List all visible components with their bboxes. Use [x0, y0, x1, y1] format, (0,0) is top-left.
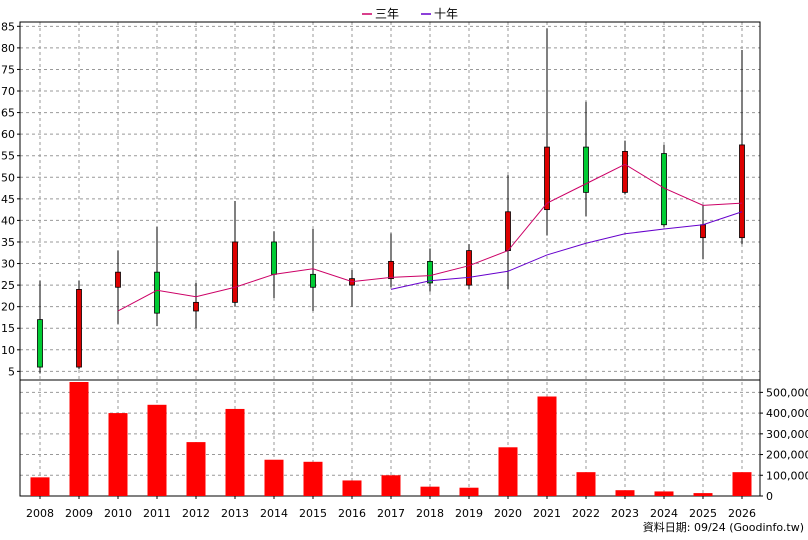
volume-bar	[498, 447, 518, 496]
volume-bar	[654, 491, 674, 496]
x-tick-label: 2020	[494, 507, 522, 520]
candle-body	[466, 250, 472, 286]
volume-bar	[576, 472, 596, 496]
year-axis: 2008 2009 2010 2011 2012 2013 2014 2015 2016 2017…	[26, 496, 756, 520]
y-tick-label: 85	[1, 20, 15, 33]
legend-label: 三年	[375, 7, 399, 21]
candle-body	[310, 273, 316, 288]
volume-bar	[69, 382, 89, 496]
candle-body	[388, 260, 394, 280]
series-line	[117, 163, 743, 312]
volume-axis: 0 100,000 200,000 300,000 400,000 500,000	[760, 386, 808, 503]
volume-bar	[693, 493, 713, 496]
y-tick-label: 55	[1, 150, 15, 163]
legend: 三年 十年	[362, 7, 458, 21]
candle-body	[193, 301, 199, 312]
x-tick-label: 2021	[533, 507, 561, 520]
x-tick-label: 2026	[728, 507, 756, 520]
volume-tick-label: 400,000	[766, 407, 808, 420]
candle-body	[505, 211, 511, 252]
y-tick-label: 75	[1, 63, 15, 76]
y-tick-label: 60	[1, 128, 15, 141]
x-tick-label: 2008	[26, 507, 54, 520]
volume-bar	[459, 487, 479, 496]
x-tick-label: 2013	[221, 507, 249, 520]
x-tick-label: 2009	[65, 507, 93, 520]
candle-body	[37, 319, 43, 368]
volume-bar	[615, 490, 635, 496]
x-tick-label: 2016	[338, 507, 366, 520]
x-tick-label: 2018	[416, 507, 444, 520]
y-tick-label: 70	[1, 85, 15, 98]
y-tick-label: 5	[8, 365, 15, 378]
x-tick-label: 2015	[299, 507, 327, 520]
volume-bar	[186, 442, 206, 496]
x-tick-label: 2017	[377, 507, 405, 520]
volume-bar	[30, 477, 50, 496]
y-tick-label: 45	[1, 193, 15, 206]
x-tick-label: 2019	[455, 507, 483, 520]
candle-body	[583, 146, 589, 193]
y-tick-label: 15	[1, 322, 15, 335]
price-grid	[20, 22, 760, 496]
x-tick-label: 2010	[104, 507, 132, 520]
x-tick-label: 2022	[572, 507, 600, 520]
volume-bar	[342, 480, 362, 496]
volume-bar	[225, 408, 245, 496]
x-tick-label: 2025	[689, 507, 717, 520]
x-tick-label: 2023	[611, 507, 639, 520]
volume-bar	[108, 413, 128, 496]
candle-body	[115, 271, 121, 288]
candle-body	[544, 146, 550, 211]
candles	[37, 28, 745, 374]
y-tick-label: 10	[1, 344, 15, 357]
candle-body	[622, 150, 628, 193]
candle-body	[739, 144, 745, 239]
plot-frame	[19, 21, 761, 497]
candle-body	[232, 241, 238, 303]
volume-bar	[381, 475, 401, 496]
y-tick-label: 25	[1, 279, 15, 292]
candle-body	[271, 241, 277, 275]
x-tick-label: 2024	[650, 507, 678, 520]
candle-body	[76, 289, 82, 368]
y-tick-label: 20	[1, 301, 15, 314]
volume-bars	[30, 382, 752, 496]
price-axis: 5 10 15 20 25 30 35 40 45 50 55 60 65 70 75 80 85	[1, 20, 20, 378]
x-tick-label: 2012	[182, 507, 210, 520]
volume-bar	[147, 404, 167, 496]
y-tick-label: 65	[1, 107, 15, 120]
volume-tick-label: 0	[766, 490, 773, 503]
volume-bar	[420, 486, 440, 496]
source-label: 資料日期: 09/24 (Goodinfo.tw)	[643, 520, 804, 534]
y-tick-label: 35	[1, 236, 15, 249]
y-tick-label: 80	[1, 42, 15, 55]
moving-average-lines	[117, 163, 743, 312]
volume-bar	[537, 396, 557, 496]
volume-tick-label: 300,000	[766, 428, 808, 441]
y-tick-label: 50	[1, 171, 15, 184]
y-tick-label: 30	[1, 258, 15, 271]
volume-tick-label: 500,000	[766, 386, 808, 399]
volume-bar	[264, 459, 284, 496]
x-tick-label: 2014	[260, 507, 288, 520]
volume-tick-label: 200,000	[766, 449, 808, 462]
volume-bar	[732, 472, 752, 496]
series-line	[390, 211, 743, 290]
volume-tick-label: 100,000	[766, 469, 808, 482]
volume-bar	[303, 461, 323, 496]
legend-label: 十年	[434, 7, 458, 21]
volume-grid	[20, 391, 760, 476]
x-tick-label: 2011	[143, 507, 171, 520]
candle-body	[700, 224, 706, 239]
candle-body	[154, 271, 160, 314]
y-tick-label: 40	[1, 214, 15, 227]
candle-body	[427, 260, 433, 284]
